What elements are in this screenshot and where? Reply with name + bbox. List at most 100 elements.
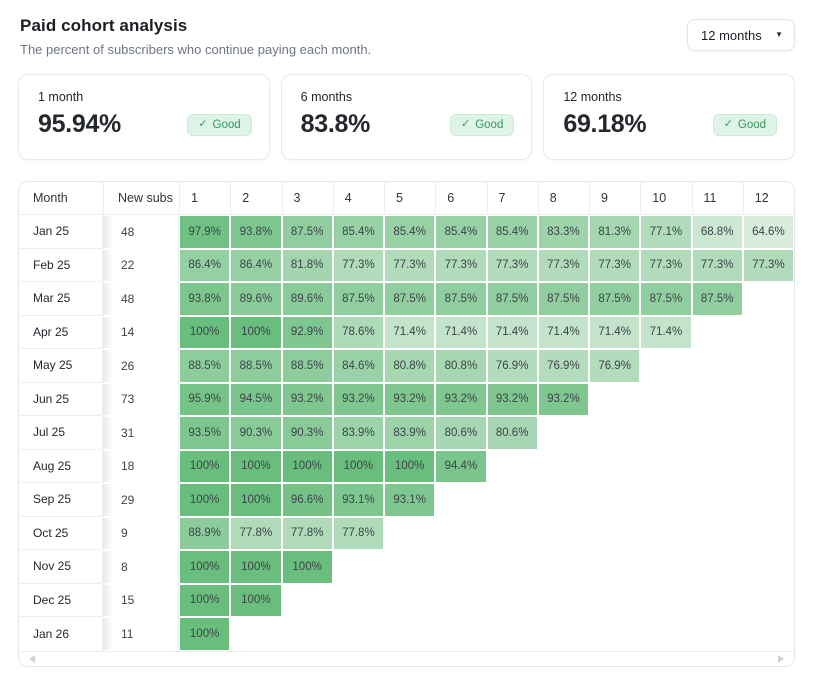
retention-cell: 77.1%: [641, 216, 691, 248]
retention-cell: 77.8%: [282, 517, 332, 549]
retention-cell: 93.1%: [385, 484, 435, 516]
retention-cell: 93.2%: [538, 383, 588, 415]
empty-cell: [537, 516, 589, 550]
empty-cell: [486, 483, 538, 517]
retention-cell: 93.8%: [180, 283, 230, 315]
empty-cell: [486, 449, 538, 483]
cohort-month-label: Jul 25: [19, 416, 103, 450]
column-header-month: Month: [19, 182, 103, 215]
cohort-new-subs: 48: [103, 215, 179, 249]
column-header-new-subs: New subs: [103, 182, 179, 215]
retention-cell: 87.5%: [538, 283, 588, 315]
empty-cell: [332, 583, 384, 617]
empty-cell: [537, 416, 589, 450]
retention-cell: 87.5%: [641, 283, 691, 315]
retention-cell: 77.3%: [692, 249, 742, 281]
retention-cell: 100%: [231, 484, 281, 516]
cohort-month-label: Aug 25: [19, 449, 103, 483]
retention-cell: 87.5%: [333, 283, 383, 315]
empty-cell: [537, 449, 589, 483]
empty-cell: [230, 617, 282, 651]
retention-cell: 86.4%: [231, 249, 281, 281]
retention-cell: 100%: [231, 584, 281, 616]
range-selector[interactable]: 12 months ▼: [687, 19, 795, 51]
retention-cell: 100%: [282, 551, 332, 583]
retention-cell: 90.3%: [282, 417, 332, 449]
check-icon: ✓: [198, 118, 208, 130]
empty-cell: [640, 583, 692, 617]
page-header: Paid cohort analysis The percent of subs…: [18, 16, 795, 57]
retention-cell: 97.9%: [180, 216, 230, 248]
retention-cell: 80.6%: [436, 417, 486, 449]
scroll-left-arrow-icon[interactable]: [29, 654, 35, 663]
empty-cell: [537, 483, 589, 517]
empty-cell: [384, 550, 436, 584]
page-header-text: Paid cohort analysis The percent of subs…: [20, 16, 371, 57]
cohort-new-subs: 18: [103, 449, 179, 483]
column-header-month-6: 6: [435, 182, 487, 215]
cohort-new-subs: 26: [103, 349, 179, 383]
empty-cell: [486, 516, 538, 550]
empty-cell: [691, 349, 743, 383]
empty-cell: [486, 550, 538, 584]
empty-cell: [640, 516, 692, 550]
retention-cell: 87.5%: [436, 283, 486, 315]
retention-cell: 93.8%: [231, 216, 281, 248]
retention-cell: 71.4%: [385, 316, 435, 348]
retention-cell: 68.8%: [692, 216, 742, 248]
horizontal-scrollbar[interactable]: [19, 650, 794, 666]
empty-cell: [742, 483, 794, 517]
retention-cell: 77.3%: [590, 249, 640, 281]
retention-cell: 71.4%: [487, 316, 537, 348]
retention-cell: 71.4%: [590, 316, 640, 348]
cohort-new-subs: 48: [103, 282, 179, 316]
empty-cell: [691, 416, 743, 450]
cohort-new-subs: 9: [103, 516, 179, 550]
cohort-month-label: Sep 25: [19, 483, 103, 517]
scroll-right-arrow-icon[interactable]: [778, 654, 784, 663]
retention-cell: 88.5%: [180, 350, 230, 382]
status-badge: ✓ Good: [712, 113, 778, 136]
retention-cell: 100%: [180, 551, 230, 583]
page-subtitle: The percent of subscribers who continue …: [20, 42, 372, 57]
retention-cell: 76.9%: [590, 350, 640, 382]
retention-cell: 100%: [282, 450, 332, 482]
retention-cell: 84.6%: [333, 350, 383, 382]
cohort-new-subs: 15: [103, 583, 179, 617]
empty-cell: [281, 583, 333, 617]
column-header-month-12: 12: [742, 182, 794, 215]
empty-cell: [640, 382, 692, 416]
retention-cell: 80.8%: [385, 350, 435, 382]
empty-cell: [691, 583, 743, 617]
retention-cell: 71.4%: [641, 316, 691, 348]
empty-cell: [589, 382, 641, 416]
retention-cell: 85.4%: [436, 216, 486, 248]
empty-cell: [640, 550, 692, 584]
card-label: 1 month: [38, 90, 84, 104]
retention-cell: 89.6%: [282, 283, 332, 315]
summary-card-12-months: 12 months 69.18% ✓ Good: [543, 74, 796, 160]
retention-cell: 88.5%: [282, 350, 332, 382]
card-label: 12 months: [563, 90, 622, 104]
column-header-month-2: 2: [230, 182, 282, 215]
cohort-month-label: Jan 26: [19, 617, 103, 651]
empty-cell: [537, 550, 589, 584]
empty-cell: [691, 550, 743, 584]
cohort-month-label: Dec 25: [19, 583, 103, 617]
column-header-month-11: 11: [691, 182, 743, 215]
status-badge: ✓ Good: [449, 113, 515, 136]
empty-cell: [537, 583, 589, 617]
empty-cell: [691, 382, 743, 416]
retention-cell: 100%: [231, 316, 281, 348]
retention-cell: 87.5%: [282, 216, 332, 248]
check-icon: ✓: [460, 118, 471, 130]
retention-cell: 78.6%: [333, 316, 383, 348]
empty-cell: [691, 617, 743, 651]
retention-cell: 87.5%: [385, 283, 435, 315]
card-value: 69.18%: [563, 110, 647, 138]
column-header-month-3: 3: [281, 182, 333, 215]
card-label: 6 months: [300, 90, 353, 104]
status-badge: ✓ Good: [187, 113, 252, 136]
column-header-month-10: 10: [640, 182, 692, 215]
